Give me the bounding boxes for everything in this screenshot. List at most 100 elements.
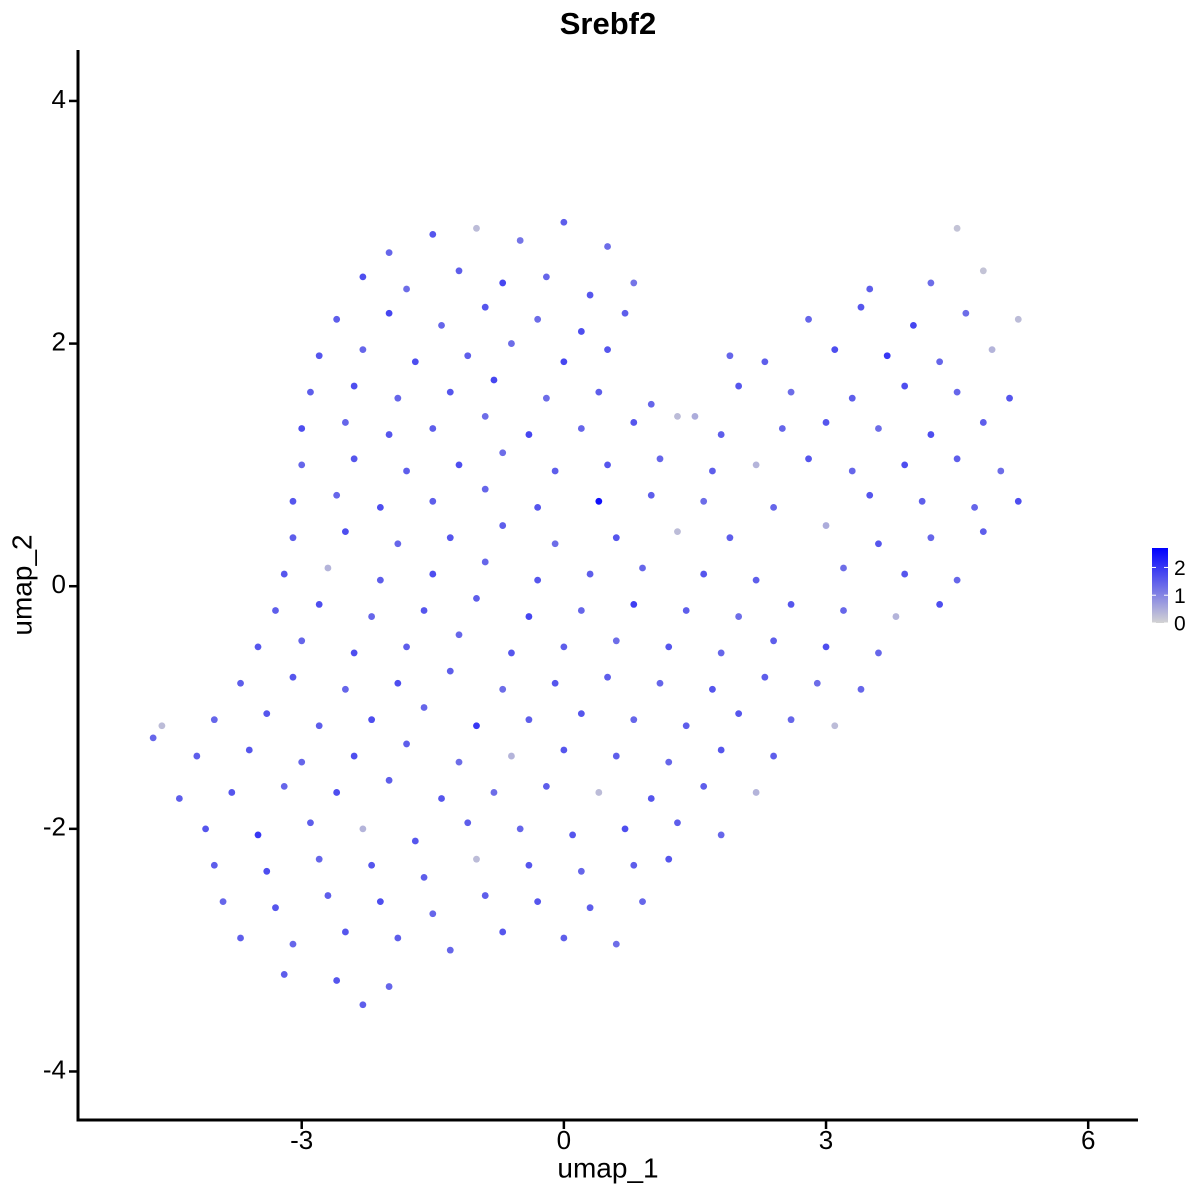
point	[901, 461, 909, 469]
point	[691, 412, 699, 420]
point	[359, 346, 367, 354]
point	[848, 467, 856, 475]
point	[464, 819, 472, 827]
point	[639, 898, 646, 906]
point	[979, 528, 987, 536]
point	[315, 722, 323, 730]
point	[333, 789, 341, 796]
point	[394, 934, 402, 942]
point	[403, 285, 410, 293]
point	[665, 758, 673, 766]
point	[805, 455, 812, 463]
chart-title: Srebf2	[560, 6, 656, 41]
point	[263, 710, 271, 717]
point	[307, 388, 314, 396]
point	[149, 734, 157, 742]
point	[158, 722, 166, 730]
point	[752, 461, 760, 469]
point	[315, 601, 323, 608]
point	[612, 752, 620, 760]
point	[516, 237, 524, 244]
point	[542, 273, 550, 281]
point	[857, 303, 865, 311]
point	[446, 388, 454, 396]
point	[473, 224, 480, 232]
y-tick-label: -4	[43, 1054, 66, 1084]
point	[525, 613, 533, 620]
point	[927, 279, 935, 287]
point	[988, 346, 996, 354]
point	[376, 898, 384, 906]
point	[490, 789, 498, 796]
point	[665, 855, 673, 863]
point	[761, 358, 769, 366]
x-tick-label: 3	[819, 1125, 833, 1155]
point	[682, 722, 690, 730]
point	[210, 861, 218, 869]
point	[953, 576, 961, 584]
point	[621, 309, 629, 317]
point	[280, 570, 288, 578]
point	[971, 503, 978, 511]
point	[350, 649, 358, 657]
point	[822, 643, 830, 651]
point	[787, 601, 795, 608]
point	[481, 412, 489, 420]
point	[595, 388, 603, 396]
point	[595, 497, 603, 505]
point	[953, 455, 961, 463]
point	[770, 752, 777, 760]
point	[656, 455, 664, 463]
point	[752, 789, 760, 796]
point	[193, 752, 201, 760]
point	[376, 576, 384, 584]
point	[542, 782, 550, 790]
points	[149, 218, 1022, 1009]
point	[455, 631, 463, 639]
point	[272, 607, 279, 614]
colorbar-tick-label: 2	[1174, 557, 1186, 580]
point	[481, 303, 489, 311]
point	[210, 716, 218, 724]
point	[315, 855, 323, 863]
point	[350, 752, 358, 760]
point	[936, 358, 944, 366]
point	[385, 309, 393, 317]
point	[560, 746, 568, 754]
colorbar-tick-label: 0	[1174, 613, 1186, 636]
point	[586, 291, 594, 299]
point	[289, 940, 297, 948]
point	[901, 382, 909, 390]
point	[385, 776, 393, 784]
point	[577, 425, 585, 432]
point	[394, 679, 402, 687]
point	[892, 613, 900, 620]
point	[499, 279, 507, 287]
point	[717, 746, 725, 754]
point	[473, 722, 480, 730]
point	[647, 400, 655, 408]
colorbar	[1152, 548, 1168, 623]
point	[595, 789, 603, 796]
point	[586, 904, 594, 912]
point	[927, 431, 935, 438]
point	[656, 679, 664, 687]
point	[761, 673, 769, 681]
point	[420, 873, 428, 881]
point	[499, 522, 507, 529]
point	[700, 570, 708, 578]
point	[508, 752, 515, 760]
point	[630, 279, 638, 287]
point	[875, 649, 882, 657]
point	[918, 497, 926, 505]
point	[586, 570, 594, 578]
point	[394, 540, 402, 548]
point	[298, 461, 306, 469]
point	[272, 904, 279, 912]
point	[875, 425, 882, 432]
point	[280, 782, 288, 790]
point	[534, 315, 542, 323]
point	[481, 892, 489, 899]
point	[630, 601, 638, 608]
point	[237, 679, 244, 687]
